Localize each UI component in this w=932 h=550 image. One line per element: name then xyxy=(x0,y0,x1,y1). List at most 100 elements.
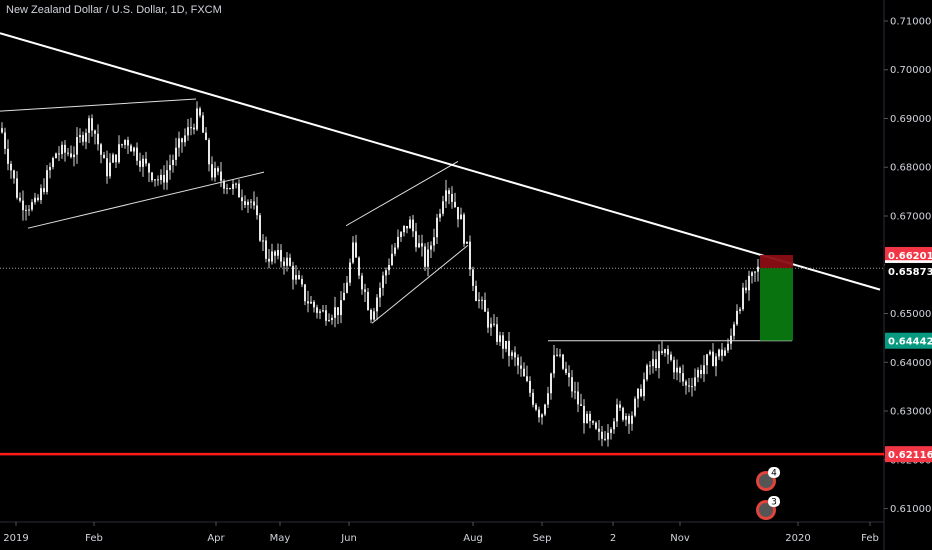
candle-body xyxy=(493,323,495,325)
candle-body xyxy=(454,201,456,208)
candle-body xyxy=(478,299,480,301)
candle-body xyxy=(652,359,654,367)
candle-body xyxy=(19,197,21,201)
candle-body xyxy=(598,428,600,432)
candle-body xyxy=(397,236,399,248)
candle-body xyxy=(490,323,492,328)
candle-body xyxy=(211,164,213,178)
position-reward-zone xyxy=(760,268,793,341)
candle-body xyxy=(574,391,576,393)
candle-body xyxy=(487,311,489,328)
candle-body xyxy=(415,231,417,248)
price-axis-badge xyxy=(885,262,932,279)
candle-body xyxy=(223,180,225,189)
candle-body xyxy=(244,201,246,206)
candle-body xyxy=(262,240,264,242)
candle-body xyxy=(106,158,108,177)
candle-body xyxy=(718,349,720,357)
candle-body xyxy=(1,128,3,133)
candle-body xyxy=(49,166,51,171)
candle-body xyxy=(16,178,18,198)
candle-body xyxy=(664,349,666,353)
candle-body xyxy=(82,135,84,142)
candle-body xyxy=(169,165,171,171)
candle-body xyxy=(682,373,684,382)
price-axis-badge-label: 0.65873 xyxy=(888,267,932,278)
candle-body xyxy=(697,369,699,378)
candle-body xyxy=(322,310,324,312)
candle-body xyxy=(136,147,138,161)
candle-body xyxy=(325,310,327,321)
candle-body xyxy=(127,139,129,146)
chart-title: New Zealand Dollar / U.S. Dollar, 1D, FX… xyxy=(6,4,222,16)
candle-body xyxy=(331,317,333,321)
candle-body xyxy=(175,147,177,160)
candle-body xyxy=(553,355,555,374)
candle-body xyxy=(547,393,549,405)
candle-body xyxy=(475,285,477,301)
candle-body xyxy=(601,431,603,439)
candle-body xyxy=(181,138,183,143)
candle-body xyxy=(199,108,201,116)
candle-body xyxy=(124,139,126,145)
candle-body xyxy=(580,404,582,406)
candle-body xyxy=(757,266,759,272)
y-tick-label: 0.68000 xyxy=(890,163,931,174)
candle-body xyxy=(352,242,354,263)
candle-body xyxy=(706,354,708,366)
candle-body xyxy=(247,201,249,206)
candle-body xyxy=(97,133,99,145)
candle-body xyxy=(226,188,228,190)
candle-body xyxy=(184,135,186,143)
candle-body xyxy=(145,158,147,164)
candle-body xyxy=(55,153,57,159)
candle-body xyxy=(235,183,237,185)
candle-body xyxy=(232,184,234,189)
candle-body xyxy=(445,190,447,202)
candle-body xyxy=(640,388,642,397)
candle-body xyxy=(43,188,45,192)
candle-body xyxy=(391,253,393,266)
candle-body xyxy=(703,365,705,374)
candle-body xyxy=(538,409,540,418)
candle-body xyxy=(304,284,306,302)
candle-body xyxy=(70,153,72,158)
candle-body xyxy=(754,271,756,273)
y-tick-label: 0.63000 xyxy=(890,407,931,418)
candle-body xyxy=(163,174,165,183)
candle-body xyxy=(439,213,441,218)
candle-body xyxy=(10,163,12,171)
candle-body xyxy=(259,215,261,241)
candle-body xyxy=(520,365,522,369)
candle-body xyxy=(622,407,624,420)
candle-body xyxy=(61,144,63,155)
candle-body xyxy=(193,127,195,130)
candle-body xyxy=(592,421,594,423)
candle-body xyxy=(292,265,294,280)
candle-body xyxy=(121,144,123,146)
candle-body xyxy=(190,127,192,129)
candle-body xyxy=(691,386,693,388)
candle-body xyxy=(418,243,420,248)
candle-body xyxy=(283,261,285,266)
candle-body xyxy=(700,369,702,374)
candle-body xyxy=(298,275,300,280)
x-tick-label: Sep xyxy=(533,533,552,544)
candle-body xyxy=(550,373,552,394)
candle-body xyxy=(730,335,732,344)
candle-body xyxy=(394,247,396,254)
candle-body xyxy=(151,172,153,181)
x-tick-label: Nov xyxy=(670,533,690,544)
candle-body xyxy=(457,207,459,220)
candle-body xyxy=(217,168,219,172)
candle-body xyxy=(469,241,471,270)
candle-body xyxy=(340,300,342,316)
candle-body xyxy=(25,209,27,211)
candle-body xyxy=(673,359,675,373)
candle-body xyxy=(265,240,267,259)
candle-body xyxy=(463,214,465,244)
candle-body xyxy=(64,144,66,153)
candle-body xyxy=(349,262,351,283)
candle-body xyxy=(157,179,159,181)
